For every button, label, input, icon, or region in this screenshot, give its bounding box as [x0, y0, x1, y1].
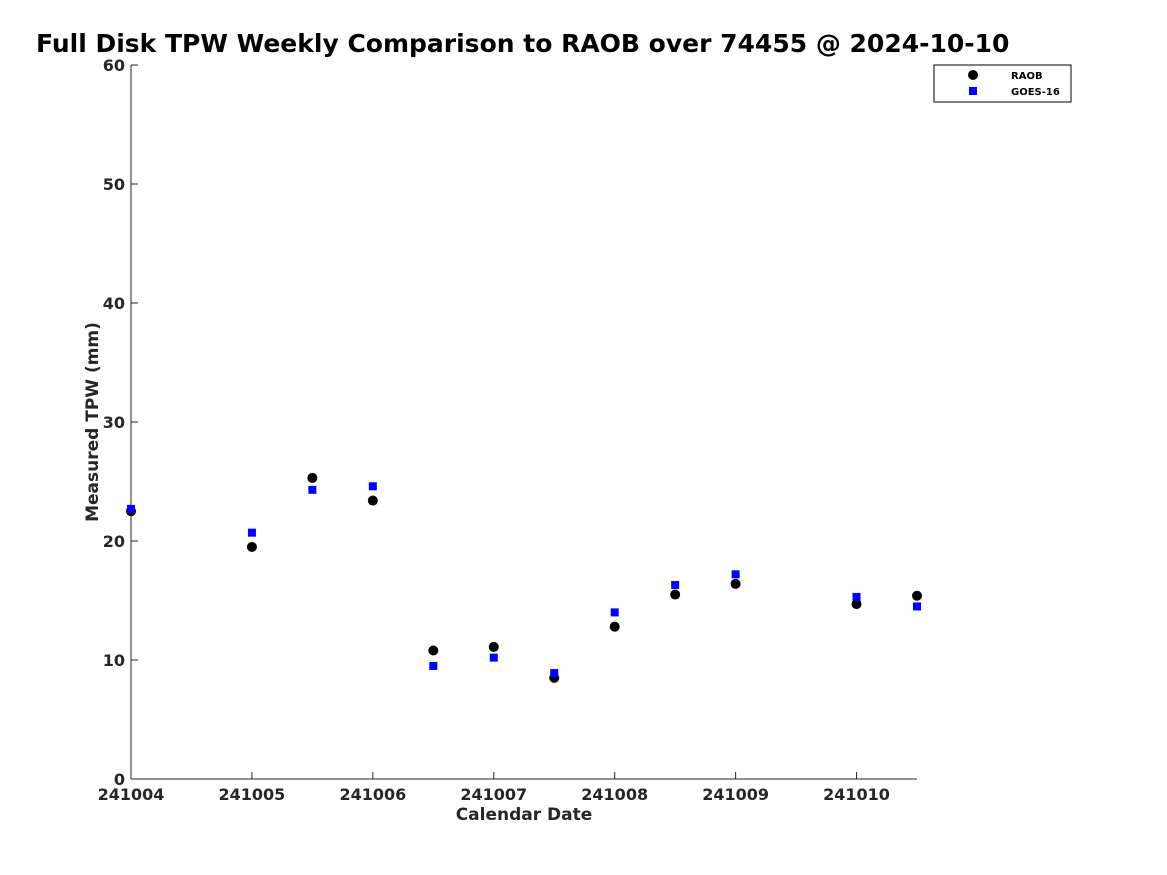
raob-point — [428, 645, 439, 656]
raob-point — [851, 599, 862, 610]
x-tick-label: 241006 — [339, 785, 406, 804]
legend-goes-16-marker — [969, 87, 977, 95]
raob-point — [912, 590, 922, 601]
raob-point — [367, 495, 378, 506]
goes-16-point — [429, 661, 438, 670]
goes-16-point — [852, 592, 861, 601]
y-tick-label: 20 — [103, 532, 125, 551]
legend-raob-marker — [968, 70, 978, 80]
x-tick-label: 241008 — [581, 785, 648, 804]
x-axis-label: Calendar Date — [456, 805, 593, 825]
goes-16-point — [247, 528, 256, 537]
raob-point — [488, 641, 499, 652]
x-tick-label: 241010 — [823, 785, 890, 804]
legend: RAOB GOES-16 — [933, 64, 1072, 103]
raob-point — [307, 472, 318, 483]
y-tick-label: 60 — [103, 56, 125, 75]
legend-label: GOES-16 — [1011, 87, 1060, 98]
goes-16-point — [671, 581, 680, 590]
goes-16-point — [127, 504, 135, 513]
goes-16-point — [610, 608, 619, 617]
x-tick-label: 241005 — [219, 785, 286, 804]
y-ticks: 0 10 20 30 40 50 60 — [103, 56, 138, 789]
x-tick-label: 241007 — [460, 785, 527, 804]
data-points — [126, 472, 922, 683]
raob-point — [609, 621, 620, 632]
goes-16-point — [731, 570, 740, 579]
goes-16-point — [550, 669, 559, 678]
y-tick-label: 40 — [103, 294, 125, 313]
raob-point — [670, 589, 681, 600]
goes-16-point — [308, 485, 317, 494]
x-tick-label: 241004 — [98, 785, 165, 804]
plot-axes — [130, 65, 917, 780]
y-tick-label: 50 — [103, 175, 125, 194]
y-tick-label: 10 — [103, 651, 125, 670]
y-tick-label: 0 — [114, 770, 125, 789]
x-tick-label: 241009 — [702, 785, 769, 804]
x-ticks: 241004 241005 241006 241007 241008 241009 2410… — [98, 772, 890, 804]
goes-16-point — [489, 653, 498, 662]
raob-point — [246, 541, 257, 552]
chart-title: Full Disk TPW Weekly Comparison to RAOB … — [36, 29, 1009, 58]
y-axis-label: Measured TPW (mm) — [83, 322, 103, 522]
raob-point — [730, 578, 741, 589]
legend-box — [933, 64, 1072, 103]
goes-16-point — [913, 602, 921, 611]
y-tick-label: 30 — [103, 413, 125, 432]
goes-16-point — [368, 482, 377, 491]
legend-label: RAOB — [1011, 71, 1043, 82]
